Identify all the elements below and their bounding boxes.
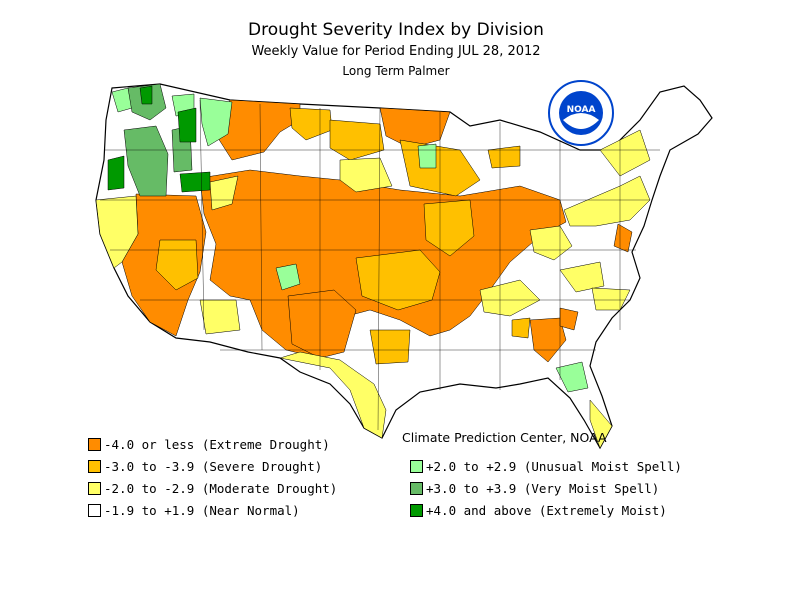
legend-label: +3.0 to +3.9 (Very Moist Spell): [426, 481, 660, 496]
moderate-drought-regions: [95, 129, 651, 449]
division-boundaries: [100, 99, 660, 431]
legend-label: -3.0 to -3.9 (Severe Drought): [104, 459, 323, 474]
legend-left: -4.0 or less (Extreme Drought) -3.0 to -3…: [88, 437, 408, 527]
noaa-logo-text: NOAA: [567, 105, 596, 115]
unusual-moist-regions: [111, 87, 589, 393]
legend-swatch-extreme: [88, 438, 101, 451]
legend-label: +2.0 to +2.9 (Unusual Moist Spell): [426, 459, 682, 474]
noaa-logo: NOAA: [548, 80, 614, 146]
extremely-moist-regions: [107, 85, 211, 193]
legend-swatch-unusual_moist: [410, 460, 423, 473]
map-index-name: Long Term Palmer: [342, 64, 450, 78]
legend-swatch-severe: [88, 460, 101, 473]
legend-label: +4.0 and above (Extremely Moist): [426, 503, 667, 518]
legend-swatch-extremely_moist: [410, 504, 423, 517]
legend-label: -4.0 or less (Extreme Drought): [104, 437, 330, 452]
legend-swatch-very_moist: [410, 482, 423, 495]
legend-right: +2.0 to +2.9 (Unusual Moist Spell) +3.0 t…: [410, 459, 780, 529]
legend-label: -1.9 to +1.9 (Near Normal): [104, 503, 300, 518]
legend-swatch-normal: [88, 504, 101, 517]
credit-text: Climate Prediction Center, NOAA: [402, 430, 607, 445]
map-title: Drought Severity Index by Division: [248, 20, 544, 40]
legend-label: -2.0 to -2.9 (Moderate Drought): [104, 481, 338, 496]
map-subtitle: Weekly Value for Period Ending JUL 28, 2…: [251, 44, 541, 59]
legend-swatch-moderate: [88, 482, 101, 495]
